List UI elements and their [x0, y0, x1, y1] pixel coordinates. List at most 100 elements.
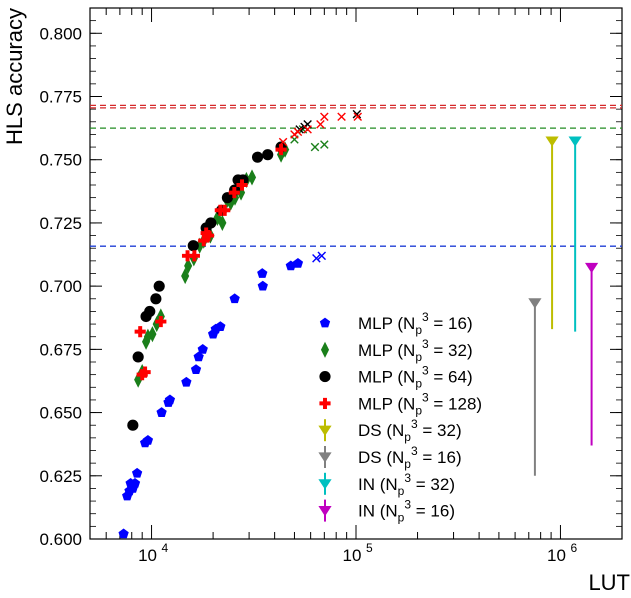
- x-marker-stroke: [337, 112, 346, 122]
- legend-label: MLP (Np3 = 16): [358, 310, 473, 337]
- data-point: [190, 364, 202, 374]
- data-point: [228, 187, 240, 199]
- data-point: [152, 315, 161, 333]
- data-point: [213, 209, 222, 226]
- x-marker-stroke: [320, 112, 329, 122]
- legend-label: DS (Np3 = 32): [358, 417, 462, 444]
- x-marker-stroke: [320, 140, 329, 149]
- data-point: [320, 112, 329, 122]
- series-1: [312, 251, 327, 263]
- data-point: [218, 214, 227, 232]
- series-9: [528, 298, 542, 476]
- data-point: [310, 142, 320, 152]
- data-point: [164, 394, 176, 405]
- data-point: [144, 305, 156, 318]
- legend-marker: [318, 479, 332, 490]
- series-6: [134, 144, 287, 381]
- data-point: [226, 194, 235, 211]
- data-point: [251, 151, 264, 163]
- data-point: [320, 140, 329, 149]
- data-point: [200, 227, 212, 239]
- x-tick-exponent: 4: [162, 541, 169, 555]
- data-point: [148, 326, 157, 343]
- legend-marker: [318, 425, 332, 436]
- y-axis-label: HLS accuracy: [2, 8, 27, 145]
- legend-marker: [319, 397, 331, 409]
- data-point: [181, 250, 194, 262]
- data-point: [156, 407, 167, 417]
- data-point: [187, 240, 199, 252]
- x-tick-exponent: 5: [366, 541, 373, 555]
- legend-label: MLP (Np3 = 32): [358, 337, 473, 364]
- data-points: [118, 109, 599, 539]
- legend-label: DS (Np3 = 16): [358, 444, 462, 471]
- data-point: [139, 366, 151, 378]
- series-8: [545, 136, 559, 330]
- data-point: [278, 137, 288, 147]
- triangle-marker: [545, 136, 559, 147]
- data-point: [132, 351, 144, 363]
- data-point: [129, 477, 141, 488]
- data-point: [127, 419, 139, 431]
- data-point: [134, 371, 143, 388]
- data-point: [247, 169, 257, 186]
- y-tick-label: 0.700: [39, 277, 82, 296]
- data-point: [142, 434, 154, 445]
- legend-marker: [318, 506, 332, 517]
- data-point: [184, 257, 193, 275]
- x-tick-exponent: 6: [570, 541, 577, 555]
- data-point: [118, 528, 129, 539]
- data-point: [134, 326, 146, 338]
- x-marker-stroke: [303, 125, 312, 134]
- series-0: [118, 257, 304, 539]
- y-tick-label: 0.775: [39, 88, 82, 107]
- y-tick-label: 0.725: [39, 214, 82, 233]
- y-tick-label: 0.675: [39, 340, 82, 359]
- legend: MLP (Np3 = 16)MLP (Np3 = 32)MLP (Np3 = 6…: [318, 310, 482, 525]
- x-tick-label: 10: [138, 546, 157, 565]
- data-point: [337, 112, 346, 122]
- legend-marker: [319, 317, 331, 328]
- legend-label: IN (Np3 = 32): [358, 471, 455, 498]
- x-marker-stroke: [352, 109, 362, 119]
- data-point: [221, 192, 233, 204]
- data-point: [312, 254, 321, 263]
- data-point: [150, 293, 162, 305]
- x-marker-stroke: [353, 112, 363, 122]
- data-point: [257, 268, 268, 278]
- series-11: [584, 262, 599, 446]
- legend-marker: [318, 452, 332, 463]
- data-point: [236, 179, 248, 191]
- data-point: [205, 217, 217, 229]
- reference-lines: [90, 104, 622, 247]
- x-tick-label: 10: [547, 546, 566, 565]
- legend-marker: [319, 371, 331, 383]
- legend-label: MLP (Np3 = 64): [358, 364, 473, 391]
- data-point: [229, 293, 240, 304]
- data-point: [303, 125, 312, 134]
- legend-marker: [320, 341, 330, 358]
- data-point: [131, 467, 143, 478]
- series-2: [134, 141, 290, 388]
- x-axis-label: LUT: [588, 570, 630, 595]
- data-point: [316, 120, 325, 129]
- data-point: [197, 343, 208, 354]
- legend-label: MLP (Np3 = 128): [358, 390, 482, 417]
- data-point: [293, 127, 303, 137]
- x-marker-stroke: [317, 251, 327, 261]
- series-5: [295, 109, 362, 134]
- data-point: [219, 204, 231, 216]
- axis-ticks: 0.600 0.625 0.650 0.675 0.700 0.725 0.750 0.775…: [39, 7, 623, 565]
- x-marker-stroke: [316, 120, 325, 129]
- data-point: [257, 280, 268, 291]
- y-tick-label: 0.650: [39, 404, 82, 423]
- legend-label: IN (Np3 = 16): [358, 498, 455, 525]
- y-tick-label: 0.625: [39, 467, 82, 486]
- y-tick-label: 0.750: [39, 151, 82, 170]
- data-point: [153, 280, 165, 292]
- data-point: [215, 321, 226, 331]
- x-marker-stroke: [293, 127, 303, 137]
- x-marker-stroke: [312, 254, 321, 263]
- data-point: [317, 251, 327, 261]
